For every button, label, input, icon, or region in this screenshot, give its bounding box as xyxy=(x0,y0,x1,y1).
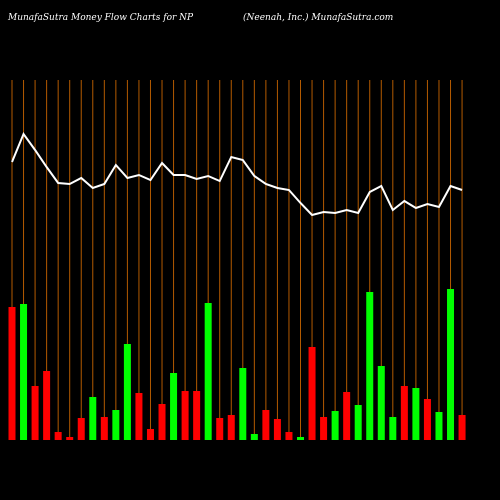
bar xyxy=(20,304,28,440)
bar xyxy=(204,303,212,440)
bar xyxy=(389,417,397,440)
bar xyxy=(308,347,316,440)
bar xyxy=(135,393,143,440)
bar xyxy=(400,386,408,440)
bar xyxy=(123,344,131,440)
bar xyxy=(170,373,178,440)
bar xyxy=(193,391,201,440)
bar xyxy=(100,417,108,440)
money-flow-line xyxy=(11,131,463,217)
bar xyxy=(423,399,431,440)
bar xyxy=(54,432,62,440)
bar xyxy=(239,368,247,440)
bar xyxy=(366,292,374,440)
bar xyxy=(273,419,281,440)
chart-subtitle: (Neenah, Inc.) MunafaSutra.com xyxy=(243,12,393,23)
bar xyxy=(262,410,270,440)
bar xyxy=(31,386,39,440)
bar xyxy=(297,437,304,440)
bar xyxy=(43,371,51,440)
bar xyxy=(250,434,258,440)
bar xyxy=(447,289,455,440)
bar xyxy=(112,410,120,440)
bar xyxy=(181,391,189,440)
bar xyxy=(77,418,85,440)
bar xyxy=(458,415,466,440)
bar xyxy=(89,397,97,440)
bar xyxy=(320,417,328,440)
bar xyxy=(8,307,16,440)
bar xyxy=(354,405,362,440)
bar xyxy=(227,415,235,440)
bar xyxy=(158,404,166,440)
bar xyxy=(412,388,420,440)
bar xyxy=(146,429,154,440)
chart-title: MunafaSutra Money Flow Charts for NP xyxy=(7,13,194,23)
bar xyxy=(377,366,385,440)
bar xyxy=(331,411,339,440)
bar xyxy=(343,392,351,440)
bar xyxy=(435,412,443,440)
bar xyxy=(66,437,74,440)
bar xyxy=(216,418,224,440)
bar xyxy=(285,432,293,440)
